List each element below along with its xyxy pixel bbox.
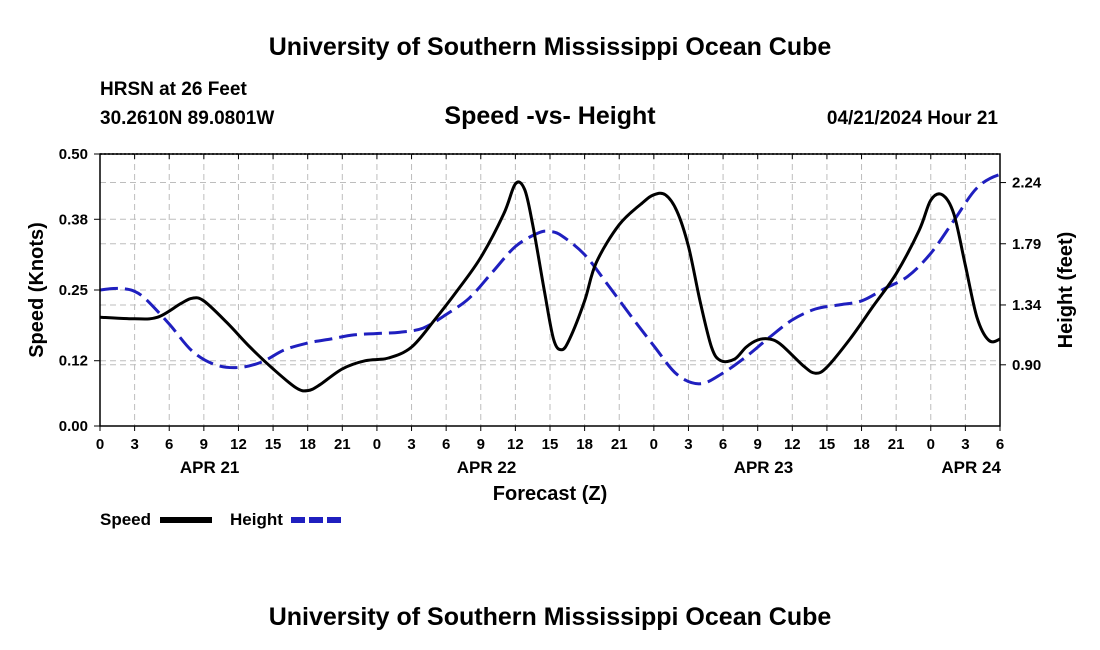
x-tick-label: 0 xyxy=(927,436,935,453)
date-label: APR 23 xyxy=(734,458,794,477)
forecast-timestamp: 04/21/2024 Hour 21 xyxy=(827,108,999,129)
x-tick-label: 12 xyxy=(230,436,247,453)
legend-speed-label: Speed xyxy=(100,510,151,529)
grid-lines xyxy=(99,154,1001,426)
x-tick-label: 3 xyxy=(684,436,692,453)
x-axis-label: Forecast (Z) xyxy=(493,483,607,505)
legend: Speed Height xyxy=(100,510,343,529)
chart-title: Speed -vs- Height xyxy=(444,102,656,130)
y2-axis-label: Height (feet) xyxy=(1055,232,1077,349)
y-tick-label: 0.38 xyxy=(59,211,88,228)
x-tick-label: 9 xyxy=(200,436,208,453)
x-tick-label: 15 xyxy=(542,436,559,453)
x-tick-label: 3 xyxy=(130,436,138,453)
y-tick-label: 0.25 xyxy=(59,282,88,299)
y-tick-label: 0.50 xyxy=(59,146,88,163)
legend-height-label: Height xyxy=(230,510,283,529)
x-tick-label: 6 xyxy=(719,436,727,453)
x-tick-label: 0 xyxy=(96,436,104,453)
x-tick-label: 21 xyxy=(611,436,628,453)
y-axis-label: Speed (Knots) xyxy=(26,222,48,358)
date-label: APR 24 xyxy=(941,458,1001,477)
x-tick-label: 3 xyxy=(407,436,415,453)
x-tick-label: 12 xyxy=(784,436,801,453)
date-label: APR 21 xyxy=(180,458,240,477)
x-tick-label: 15 xyxy=(265,436,282,453)
x-tick-label: 6 xyxy=(165,436,173,453)
x-tick-label: 6 xyxy=(442,436,450,453)
height-series-line xyxy=(100,172,1000,386)
x-tick-label: 0 xyxy=(650,436,658,453)
speed-series-line xyxy=(100,180,1000,393)
x-tick-label: 12 xyxy=(507,436,524,453)
x-tick-label: 21 xyxy=(334,436,351,453)
x-tick-label: 15 xyxy=(819,436,836,453)
x-tick-label: 18 xyxy=(853,436,870,453)
date-label: APR 22 xyxy=(457,458,517,477)
x-tick-label: 18 xyxy=(576,436,593,453)
y2-tick-label: 1.34 xyxy=(1012,297,1042,314)
x-tick-label: 6 xyxy=(996,436,1004,453)
x-tick-label: 9 xyxy=(477,436,485,453)
y-tick-label: 0.12 xyxy=(59,353,88,370)
y2-tick-label: 1.79 xyxy=(1012,236,1041,253)
y2-tick-label: 2.24 xyxy=(1012,175,1042,192)
station-name: HRSN at 26 Feet xyxy=(100,79,247,100)
x-tick-label: 21 xyxy=(888,436,905,453)
plot-area xyxy=(100,172,1000,393)
y-tick-label: 0.00 xyxy=(59,418,88,435)
footer-title: University of Southern Mississippi Ocean… xyxy=(269,603,832,631)
x-tick-label: 3 xyxy=(961,436,969,453)
station-coordinates: 30.2610N 89.0801W xyxy=(100,108,274,129)
x-tick-label: 18 xyxy=(299,436,316,453)
page-title: University of Southern Mississippi Ocean… xyxy=(269,33,832,61)
axes: 0 3 6 9 12 15 18 21 0 3 6 9 12 15 18 21 0 3 6 9 12 15 18 21 0 3 6 0… xyxy=(59,146,1042,477)
x-tick-label: 0 xyxy=(373,436,381,453)
y2-tick-label: 0.90 xyxy=(1012,357,1041,374)
x-tick-label: 9 xyxy=(754,436,762,453)
